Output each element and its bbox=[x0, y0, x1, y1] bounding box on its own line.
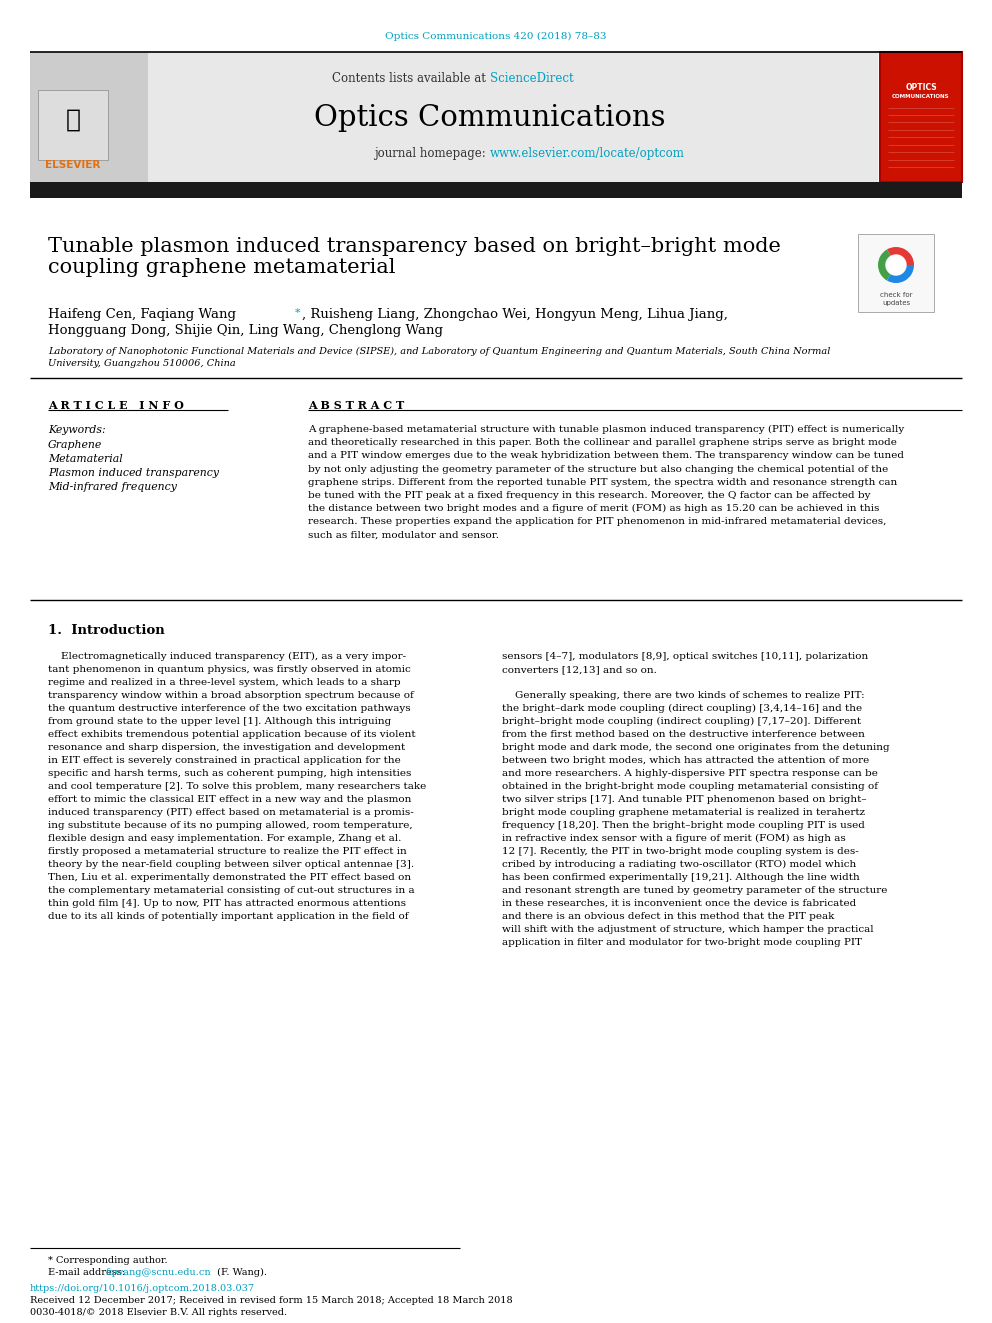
Wedge shape bbox=[878, 250, 896, 280]
Text: and there is an obvious defect in this method that the PIT peak: and there is an obvious defect in this m… bbox=[502, 912, 834, 921]
Text: regime and realized in a three-level system, which leads to a sharp: regime and realized in a three-level sys… bbox=[48, 677, 401, 687]
Text: due to its all kinds of potentially important application in the field of: due to its all kinds of potentially impo… bbox=[48, 912, 409, 921]
Text: and resonant strength are tuned by geometry parameter of the structure: and resonant strength are tuned by geome… bbox=[502, 886, 888, 894]
Text: flexible design and easy implementation. For example, Zhang et al.: flexible design and easy implementation.… bbox=[48, 833, 402, 843]
Text: E-mail address:: E-mail address: bbox=[48, 1267, 128, 1277]
Text: the distance between two bright modes and a figure of merit (FOM) as high as 15.: the distance between two bright modes an… bbox=[308, 504, 879, 513]
Text: https://doi.org/10.1016/j.optcom.2018.03.037: https://doi.org/10.1016/j.optcom.2018.03… bbox=[30, 1285, 255, 1293]
Text: theory by the near-field coupling between silver optical antennae [3].: theory by the near-field coupling betwee… bbox=[48, 860, 414, 869]
Text: tant phenomenon in quantum physics, was firstly observed in atomic: tant phenomenon in quantum physics, was … bbox=[48, 665, 411, 673]
Text: 12 [7]. Recently, the PIT in two-bright mode coupling system is des-: 12 [7]. Recently, the PIT in two-bright … bbox=[502, 847, 859, 856]
Text: application in filter and modulator for two-bright mode coupling PIT: application in filter and modulator for … bbox=[502, 938, 862, 947]
Text: * Corresponding author.: * Corresponding author. bbox=[48, 1256, 168, 1265]
Text: University, Guangzhou 510006, China: University, Guangzhou 510006, China bbox=[48, 359, 236, 368]
Text: Metamaterial: Metamaterial bbox=[48, 454, 123, 464]
Text: Mid-infrared frequency: Mid-infrared frequency bbox=[48, 482, 177, 492]
Text: 1.  Introduction: 1. Introduction bbox=[48, 624, 165, 636]
Text: and a PIT window emerges due to the weak hybridization between them. The transpa: and a PIT window emerges due to the weak… bbox=[308, 451, 904, 460]
Text: ing substitute because of its no pumping allowed, room temperature,: ing substitute because of its no pumping… bbox=[48, 822, 413, 830]
Text: Optics Communications 420 (2018) 78–83: Optics Communications 420 (2018) 78–83 bbox=[385, 32, 607, 41]
Text: by not only adjusting the geometry parameter of the structure but also changing : by not only adjusting the geometry param… bbox=[308, 464, 888, 474]
Text: resonance and sharp dispersion, the investigation and development: resonance and sharp dispersion, the inve… bbox=[48, 744, 406, 751]
Text: effort to mimic the classical EIT effect in a new way and the plasmon: effort to mimic the classical EIT effect… bbox=[48, 795, 412, 804]
Text: A R T I C L E   I N F O: A R T I C L E I N F O bbox=[48, 400, 184, 411]
Text: Haifeng Cen, Faqiang Wang: Haifeng Cen, Faqiang Wang bbox=[48, 308, 236, 321]
Text: research. These properties expand the application for PIT phenomenon in mid-infr: research. These properties expand the ap… bbox=[308, 517, 887, 527]
Text: and cool temperature [2]. To solve this problem, many researchers take: and cool temperature [2]. To solve this … bbox=[48, 782, 427, 791]
Text: coupling graphene metamaterial: coupling graphene metamaterial bbox=[48, 258, 396, 277]
Text: effect exhibits tremendous potential application because of its violent: effect exhibits tremendous potential app… bbox=[48, 730, 416, 740]
Text: *: * bbox=[295, 308, 301, 318]
Text: frequency [18,20]. Then the bright–bright mode coupling PIT is used: frequency [18,20]. Then the bright–brigh… bbox=[502, 822, 865, 830]
Text: Generally speaking, there are two kinds of schemes to realize PIT:: Generally speaking, there are two kinds … bbox=[502, 691, 865, 700]
Text: Then, Liu et al. experimentally demonstrated the PIT effect based on: Then, Liu et al. experimentally demonstr… bbox=[48, 873, 411, 882]
Text: the bright–dark mode coupling (direct coupling) [3,4,14–16] and the: the bright–dark mode coupling (direct co… bbox=[502, 704, 862, 713]
Text: obtained in the bright-bright mode coupling metamaterial consisting of: obtained in the bright-bright mode coupl… bbox=[502, 782, 878, 791]
Text: the quantum destructive interference of the two excitation pathways: the quantum destructive interference of … bbox=[48, 704, 411, 713]
Text: A B S T R A C T: A B S T R A C T bbox=[308, 400, 405, 411]
Text: Tunable plasmon induced transparency based on bright–bright mode: Tunable plasmon induced transparency bas… bbox=[48, 237, 781, 255]
Text: Plasmon induced transparency: Plasmon induced transparency bbox=[48, 468, 219, 478]
Text: Optics Communications: Optics Communications bbox=[314, 105, 666, 132]
Text: ELSEVIER: ELSEVIER bbox=[46, 160, 100, 169]
Text: (F. Wang).: (F. Wang). bbox=[214, 1267, 267, 1277]
Text: OPTICS: OPTICS bbox=[905, 83, 936, 93]
Text: in refractive index sensor with a figure of merit (FOM) as high as: in refractive index sensor with a figure… bbox=[502, 833, 846, 843]
Text: firstly proposed a metamaterial structure to realize the PIT effect in: firstly proposed a metamaterial structur… bbox=[48, 847, 407, 856]
Text: from ground state to the upper level [1]. Although this intriguing: from ground state to the upper level [1]… bbox=[48, 717, 391, 726]
Text: transparency window within a broad absorption spectrum because of: transparency window within a broad absor… bbox=[48, 691, 414, 700]
Text: A graphene-based metamaterial structure with tunable plasmon induced transparenc: A graphene-based metamaterial structure … bbox=[308, 425, 905, 434]
Bar bbox=[38, 90, 108, 160]
Text: COMMUNICATIONS: COMMUNICATIONS bbox=[892, 94, 949, 99]
Text: from the first method based on the destructive interference between: from the first method based on the destr… bbox=[502, 730, 865, 740]
Text: Graphene: Graphene bbox=[48, 441, 102, 450]
Text: sensors [4–7], modulators [8,9], optical switches [10,11], polarization: sensors [4–7], modulators [8,9], optical… bbox=[502, 652, 868, 662]
Text: 🌳: 🌳 bbox=[65, 108, 80, 132]
Text: such as filter, modulator and sensor.: such as filter, modulator and sensor. bbox=[308, 531, 499, 540]
Text: Contents lists available at: Contents lists available at bbox=[332, 71, 490, 85]
Text: and theoretically researched in this paper. Both the collinear and parallel grap: and theoretically researched in this pap… bbox=[308, 438, 897, 447]
Text: Keywords:: Keywords: bbox=[48, 425, 105, 435]
Bar bbox=[30, 183, 962, 198]
Text: www.elsevier.com/locate/optcom: www.elsevier.com/locate/optcom bbox=[490, 147, 684, 160]
Bar bbox=[30, 52, 148, 183]
Circle shape bbox=[886, 255, 906, 275]
Text: bright mode coupling graphene metamaterial is realized in terahertz: bright mode coupling graphene metamateri… bbox=[502, 808, 865, 818]
Text: , Ruisheng Liang, Zhongchao Wei, Hongyun Meng, Lihua Jiang,: , Ruisheng Liang, Zhongchao Wei, Hongyun… bbox=[302, 308, 728, 321]
Text: updates: updates bbox=[882, 300, 910, 306]
Text: will shift with the adjustment of structure, which hamper the practical: will shift with the adjustment of struct… bbox=[502, 925, 874, 934]
Text: Laboratory of Nanophotonic Functional Materials and Device (SIPSE), and Laborato: Laboratory of Nanophotonic Functional Ma… bbox=[48, 347, 830, 356]
Bar bbox=[30, 52, 878, 183]
Text: Hongguang Dong, Shijie Qin, Ling Wang, Chenglong Wang: Hongguang Dong, Shijie Qin, Ling Wang, C… bbox=[48, 324, 443, 337]
Text: the complementary metamaterial consisting of cut-out structures in a: the complementary metamaterial consistin… bbox=[48, 886, 415, 894]
Text: journal homepage:: journal homepage: bbox=[375, 147, 490, 160]
Text: in these researches, it is inconvenient once the device is fabricated: in these researches, it is inconvenient … bbox=[502, 900, 856, 908]
Wedge shape bbox=[887, 247, 914, 265]
Text: ScienceDirect: ScienceDirect bbox=[490, 71, 573, 85]
Text: cribed by introducing a radiating two-oscillator (RTO) model which: cribed by introducing a radiating two-os… bbox=[502, 860, 856, 869]
Text: has been confirmed experimentally [19,21]. Although the line width: has been confirmed experimentally [19,21… bbox=[502, 873, 860, 882]
Text: fqwang@scnu.edu.cn: fqwang@scnu.edu.cn bbox=[106, 1267, 211, 1277]
Text: graphene strips. Different from the reported tunable PIT system, the spectra wid: graphene strips. Different from the repo… bbox=[308, 478, 897, 487]
Text: between two bright modes, which has attracted the attention of more: between two bright modes, which has attr… bbox=[502, 755, 869, 765]
Text: specific and harsh terms, such as coherent pumping, high intensities: specific and harsh terms, such as cohere… bbox=[48, 769, 412, 778]
Text: in EIT effect is severely constrained in practical application for the: in EIT effect is severely constrained in… bbox=[48, 755, 401, 765]
Text: bright–bright mode coupling (indirect coupling) [7,17–20]. Different: bright–bright mode coupling (indirect co… bbox=[502, 717, 861, 726]
Text: check for: check for bbox=[880, 292, 913, 298]
Text: be tuned with the PIT peak at a fixed frequency in this research. Moreover, the : be tuned with the PIT peak at a fixed fr… bbox=[308, 491, 871, 500]
Text: Electromagnetically induced transparency (EIT), as a very impor-: Electromagnetically induced transparency… bbox=[48, 652, 406, 662]
Text: Received 12 December 2017; Received in revised form 15 March 2018; Accepted 18 M: Received 12 December 2017; Received in r… bbox=[30, 1297, 513, 1304]
Wedge shape bbox=[887, 265, 914, 283]
Text: two silver strips [17]. And tunable PIT phenomenon based on bright–: two silver strips [17]. And tunable PIT … bbox=[502, 795, 867, 804]
Text: converters [12,13] and so on.: converters [12,13] and so on. bbox=[502, 665, 657, 673]
Text: induced transparency (PIT) effect based on metamaterial is a promis-: induced transparency (PIT) effect based … bbox=[48, 808, 414, 818]
Text: and more researchers. A highly-dispersive PIT spectra response can be: and more researchers. A highly-dispersiv… bbox=[502, 769, 878, 778]
Text: bright mode and dark mode, the second one originates from the detuning: bright mode and dark mode, the second on… bbox=[502, 744, 890, 751]
Text: thin gold film [4]. Up to now, PIT has attracted enormous attentions: thin gold film [4]. Up to now, PIT has a… bbox=[48, 900, 406, 908]
Bar bbox=[880, 52, 962, 183]
Text: 0030-4018/© 2018 Elsevier B.V. All rights reserved.: 0030-4018/© 2018 Elsevier B.V. All right… bbox=[30, 1308, 287, 1316]
Bar bbox=[858, 234, 934, 312]
